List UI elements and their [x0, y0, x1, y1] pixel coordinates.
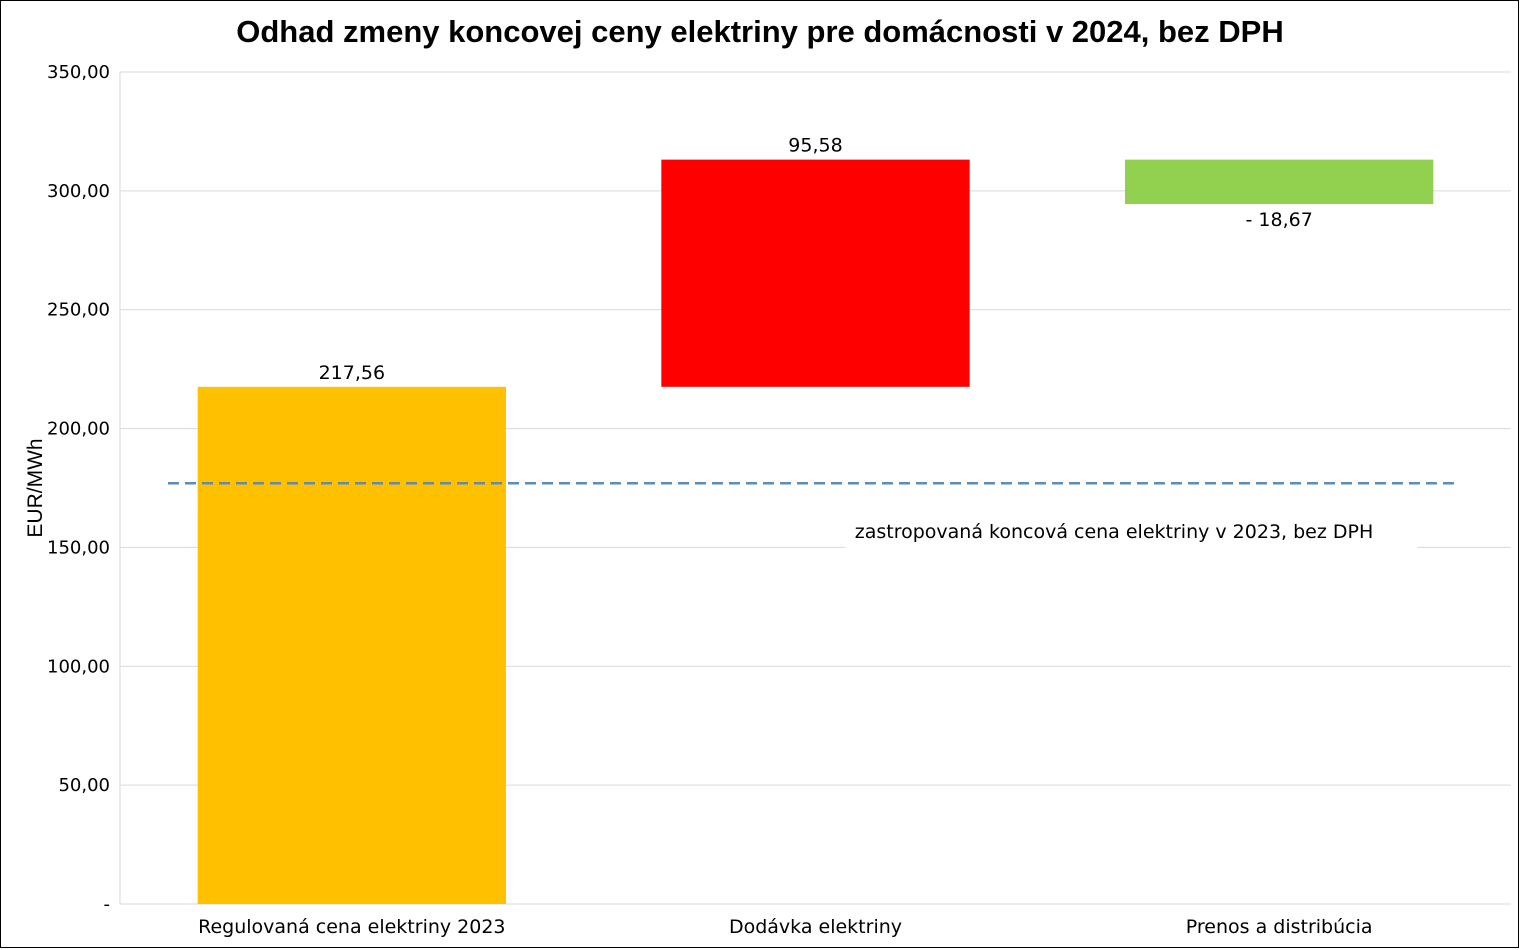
data-label: 217,56 [319, 362, 385, 384]
bar-transmission-distribution [1124, 159, 1434, 205]
data-labels: 217,56 95,58 - 18,67 [319, 135, 1313, 384]
data-label: 95,58 [788, 135, 842, 157]
y-tick-label: 300,00 [47, 181, 110, 202]
x-axis-categories: Regulovaná cena elektriny 2023 Dodávka el… [198, 916, 1372, 938]
y-axis-label: EUR/MWh [24, 438, 47, 537]
bars [197, 159, 1434, 904]
y-tick-label: 150,00 [47, 537, 110, 558]
x-category-label: Regulovaná cena elektriny 2023 [198, 916, 505, 938]
x-category-label: Prenos a distribúcia [1186, 916, 1373, 938]
bar-regulated-price-2023 [197, 386, 507, 904]
y-tick-label: 100,00 [47, 656, 110, 677]
y-tick-label: 250,00 [47, 300, 110, 321]
y-tick-label: - [104, 894, 111, 915]
y-tick-label: 50,00 [58, 775, 110, 796]
x-category-label: Dodávka elektriny [729, 916, 902, 938]
y-tick-label: 350,00 [47, 62, 110, 83]
reference-line-label: zastropovaná koncová cena elektriny v 20… [855, 521, 1374, 543]
chart-title: Odhad zmeny koncovej ceny elektriny pre … [236, 14, 1283, 49]
y-tick-label: 200,00 [47, 419, 110, 440]
y-axis-ticks: - 50,00 100,00 150,00 200,00 250,00 300,00 350,… [47, 62, 110, 915]
data-label: - 18,67 [1246, 209, 1313, 231]
bar-electricity-supply [661, 159, 970, 387]
annotation-background [845, 510, 1417, 550]
reference-line-group: zastropovaná koncová cena elektriny v 20… [168, 481, 1458, 550]
